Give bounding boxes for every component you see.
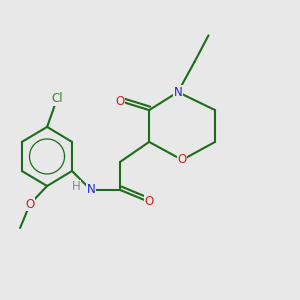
Text: O: O: [178, 153, 187, 167]
Text: N: N: [86, 183, 95, 196]
Text: H: H: [72, 180, 81, 194]
Text: O: O: [26, 197, 34, 211]
Text: N: N: [173, 85, 182, 99]
Text: O: O: [116, 94, 124, 108]
Text: O: O: [145, 195, 154, 208]
Text: Cl: Cl: [51, 92, 63, 106]
